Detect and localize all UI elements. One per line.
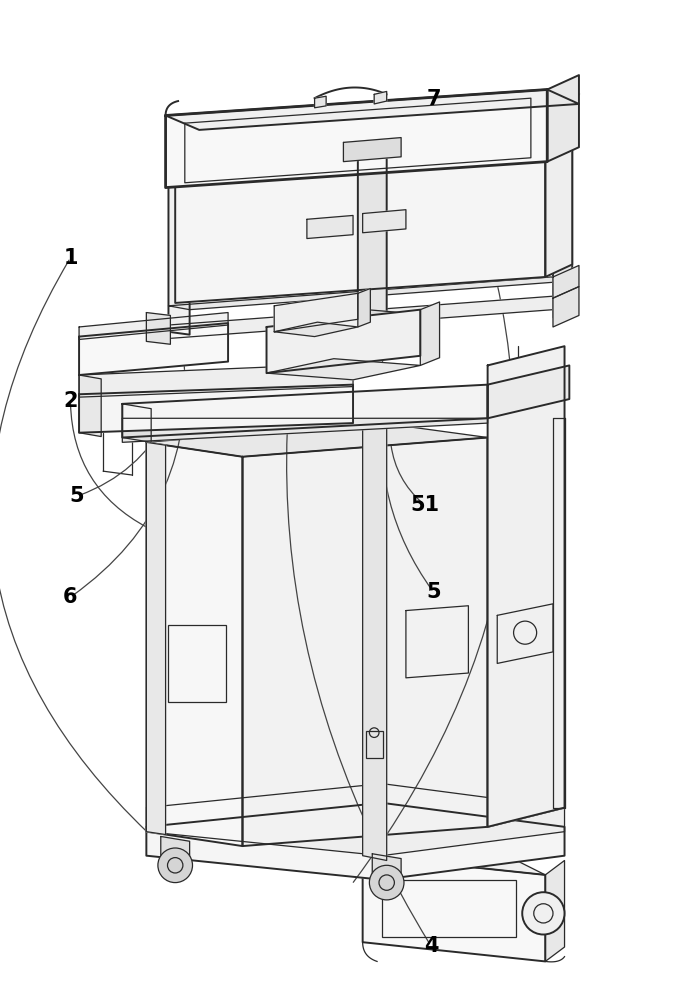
Polygon shape xyxy=(363,210,406,233)
Polygon shape xyxy=(545,860,565,961)
Polygon shape xyxy=(160,836,190,865)
Polygon shape xyxy=(274,322,358,337)
Polygon shape xyxy=(242,438,487,846)
Polygon shape xyxy=(146,803,565,880)
Polygon shape xyxy=(267,359,420,380)
Polygon shape xyxy=(123,404,151,442)
Polygon shape xyxy=(372,854,401,883)
Polygon shape xyxy=(169,168,190,335)
Circle shape xyxy=(522,892,565,935)
Polygon shape xyxy=(363,856,545,961)
Polygon shape xyxy=(146,442,166,835)
Polygon shape xyxy=(169,296,553,339)
Polygon shape xyxy=(146,423,487,457)
Polygon shape xyxy=(343,138,401,162)
Polygon shape xyxy=(343,334,401,344)
Polygon shape xyxy=(123,385,487,438)
Polygon shape xyxy=(169,277,572,310)
Text: 5: 5 xyxy=(70,486,84,506)
Polygon shape xyxy=(146,784,565,856)
Polygon shape xyxy=(343,308,401,341)
Polygon shape xyxy=(79,363,353,397)
Polygon shape xyxy=(553,151,572,317)
Polygon shape xyxy=(146,313,171,344)
Polygon shape xyxy=(79,385,353,433)
Text: 51: 51 xyxy=(410,495,439,515)
Polygon shape xyxy=(79,323,228,375)
Polygon shape xyxy=(553,418,565,808)
Polygon shape xyxy=(334,841,545,875)
Bar xyxy=(169,625,226,702)
Polygon shape xyxy=(175,152,545,303)
Polygon shape xyxy=(547,75,579,162)
Polygon shape xyxy=(274,293,358,332)
Text: 6: 6 xyxy=(63,587,78,607)
Polygon shape xyxy=(487,365,569,418)
Polygon shape xyxy=(79,313,228,339)
Text: 1: 1 xyxy=(63,248,78,268)
Bar xyxy=(382,880,517,937)
Polygon shape xyxy=(315,96,326,108)
Polygon shape xyxy=(307,215,353,239)
Text: 7: 7 xyxy=(427,89,441,109)
Polygon shape xyxy=(487,346,565,827)
Polygon shape xyxy=(487,418,565,827)
Bar xyxy=(366,731,383,758)
Polygon shape xyxy=(146,442,242,846)
Polygon shape xyxy=(553,265,579,298)
Polygon shape xyxy=(358,289,370,327)
Polygon shape xyxy=(420,302,439,365)
Polygon shape xyxy=(79,375,101,437)
Polygon shape xyxy=(123,418,487,442)
Polygon shape xyxy=(553,287,579,327)
Text: 2: 2 xyxy=(63,391,78,411)
Circle shape xyxy=(370,865,404,900)
Polygon shape xyxy=(545,140,572,277)
Polygon shape xyxy=(166,90,579,130)
Polygon shape xyxy=(363,423,387,860)
Polygon shape xyxy=(267,310,420,373)
Text: 5: 5 xyxy=(427,582,441,602)
Polygon shape xyxy=(358,144,387,341)
Text: 4: 4 xyxy=(424,936,438,956)
Polygon shape xyxy=(374,91,387,104)
Polygon shape xyxy=(166,90,547,188)
Circle shape xyxy=(158,848,192,883)
